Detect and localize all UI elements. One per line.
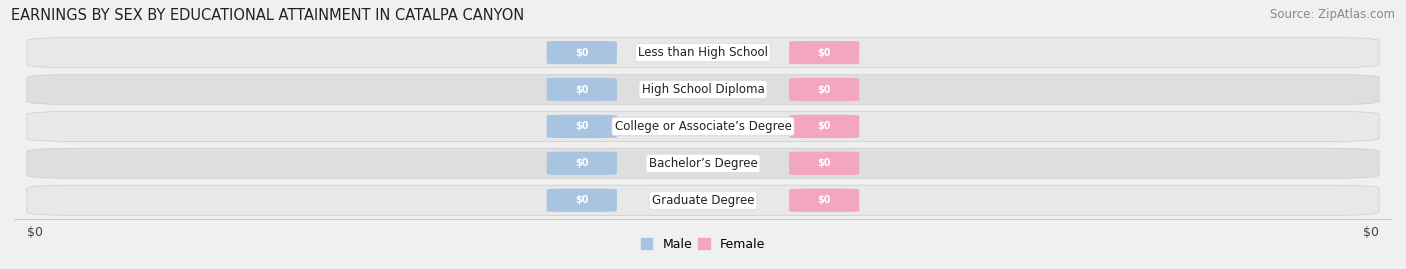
Text: Bachelor’s Degree: Bachelor’s Degree [648, 157, 758, 170]
FancyBboxPatch shape [547, 78, 617, 101]
FancyBboxPatch shape [789, 78, 859, 101]
FancyBboxPatch shape [547, 152, 617, 175]
FancyBboxPatch shape [789, 189, 859, 212]
Text: $0: $0 [575, 121, 589, 132]
Text: College or Associate’s Degree: College or Associate’s Degree [614, 120, 792, 133]
Legend: Male, Female: Male, Female [636, 233, 770, 256]
FancyBboxPatch shape [27, 74, 1379, 105]
Text: $0: $0 [817, 48, 831, 58]
FancyBboxPatch shape [789, 152, 859, 175]
Text: $0: $0 [575, 195, 589, 205]
Text: High School Diploma: High School Diploma [641, 83, 765, 96]
FancyBboxPatch shape [27, 37, 1379, 68]
FancyBboxPatch shape [789, 41, 859, 64]
FancyBboxPatch shape [547, 189, 617, 212]
FancyBboxPatch shape [547, 115, 617, 138]
FancyBboxPatch shape [27, 148, 1379, 179]
Text: $0: $0 [817, 195, 831, 205]
Text: $0: $0 [575, 48, 589, 58]
Text: $0: $0 [575, 158, 589, 168]
Text: $0: $0 [817, 84, 831, 94]
Text: $0: $0 [27, 226, 42, 239]
Text: $0: $0 [575, 84, 589, 94]
FancyBboxPatch shape [547, 41, 617, 64]
FancyBboxPatch shape [789, 115, 859, 138]
FancyBboxPatch shape [27, 111, 1379, 141]
Text: $0: $0 [817, 121, 831, 132]
Text: EARNINGS BY SEX BY EDUCATIONAL ATTAINMENT IN CATALPA CANYON: EARNINGS BY SEX BY EDUCATIONAL ATTAINMEN… [11, 8, 524, 23]
Text: Graduate Degree: Graduate Degree [652, 194, 754, 207]
Text: $0: $0 [1364, 226, 1379, 239]
Text: $0: $0 [817, 158, 831, 168]
FancyBboxPatch shape [27, 185, 1379, 215]
Text: Less than High School: Less than High School [638, 46, 768, 59]
Text: Source: ZipAtlas.com: Source: ZipAtlas.com [1270, 8, 1395, 21]
